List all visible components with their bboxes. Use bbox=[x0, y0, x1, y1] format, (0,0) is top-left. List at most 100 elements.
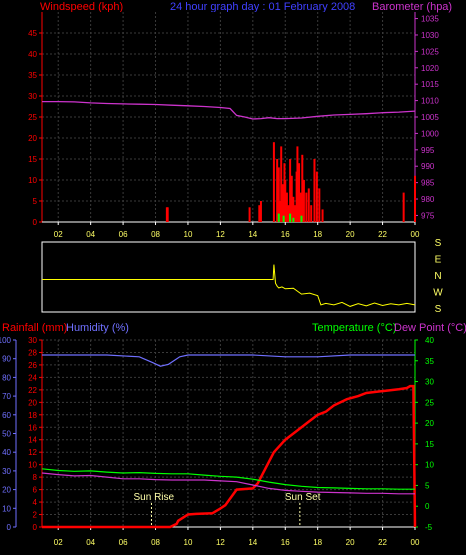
wind-bar bbox=[248, 207, 251, 222]
windspeed-tick-label: 45 bbox=[28, 29, 37, 38]
barometer-tick-label: 975 bbox=[421, 211, 435, 220]
rainfall-tick-label: 30 bbox=[28, 336, 37, 345]
wind-bar bbox=[282, 215, 285, 222]
wind-bar bbox=[307, 188, 310, 222]
barometer-tick-label: 1005 bbox=[421, 113, 439, 122]
wind-bar bbox=[290, 175, 293, 222]
temperature-tick-label: 40 bbox=[425, 336, 434, 345]
direction-line bbox=[42, 264, 416, 307]
wind-bar bbox=[414, 175, 416, 222]
wind-bar bbox=[285, 192, 288, 222]
wind-bar bbox=[315, 171, 318, 222]
windspeed-tick-label: 30 bbox=[28, 92, 37, 101]
barometer-tick-label: 995 bbox=[421, 146, 435, 155]
x-tick-label: 06 bbox=[119, 230, 128, 239]
wind-bar bbox=[259, 201, 262, 222]
windspeed-tick-label: 35 bbox=[28, 71, 37, 80]
x-tick-label: 04 bbox=[86, 230, 95, 239]
barometer-tick-label: 1010 bbox=[421, 97, 439, 106]
humidity-tick-label: 50 bbox=[2, 430, 11, 439]
wind-bar bbox=[302, 180, 305, 222]
wind-bar bbox=[278, 201, 281, 222]
barometer-tick-label: 1000 bbox=[421, 129, 439, 138]
humidity-tick-label: 0 bbox=[7, 523, 12, 532]
humidity-tick-label: 40 bbox=[2, 448, 11, 457]
chart-title: 24 hour graph day : 01 February 2008 bbox=[170, 1, 355, 13]
wind-bar bbox=[166, 207, 169, 222]
x-tick-label: 16 bbox=[281, 230, 290, 239]
rainfall-tick-label: 14 bbox=[28, 436, 37, 445]
barometer-tick-label: 980 bbox=[421, 195, 435, 204]
windspeed-tick-label: 25 bbox=[28, 113, 37, 122]
x-tick-label: 04 bbox=[86, 538, 95, 547]
temperature-tick-label: 15 bbox=[425, 440, 434, 449]
windspeed-tick-label: 40 bbox=[28, 50, 37, 59]
windspeed-tick-label: 20 bbox=[28, 134, 37, 143]
barometer-tick-label: 1030 bbox=[421, 31, 439, 40]
wind-bar bbox=[298, 163, 301, 222]
wind-direction-panel bbox=[41, 241, 416, 313]
wind-bar bbox=[287, 205, 290, 222]
x-tick-label: 14 bbox=[248, 230, 257, 239]
series-line bbox=[41, 472, 415, 495]
barometer-tick-label: 985 bbox=[421, 179, 435, 188]
x-tick-label: 20 bbox=[346, 230, 355, 239]
rainfall-tick-label: 8 bbox=[33, 473, 38, 482]
x-tick-label: 16 bbox=[281, 538, 290, 547]
barometer-tick-label: 1035 bbox=[421, 15, 439, 24]
rainfall-tick-label: 2 bbox=[33, 511, 38, 520]
wind-bar bbox=[402, 192, 405, 222]
windspeed-tick-label: 15 bbox=[28, 155, 37, 164]
wind-bar bbox=[292, 217, 295, 222]
wind-bar bbox=[300, 215, 303, 222]
wind-barometer-panel: 0 5 10 15 20 25 30 35 40 45 975 980 985 990 995 1000 100… bbox=[28, 12, 439, 239]
x-tick-label: 02 bbox=[54, 538, 63, 547]
wind-bar bbox=[296, 146, 299, 222]
wind-bar bbox=[289, 159, 292, 222]
wind-bar bbox=[276, 159, 279, 222]
wind-bar bbox=[318, 188, 321, 222]
series-line bbox=[41, 468, 415, 490]
wind-bar bbox=[292, 196, 295, 222]
x-tick-label: 12 bbox=[216, 538, 225, 547]
wind-bar bbox=[313, 159, 316, 222]
direction-panel-frame bbox=[41, 241, 416, 313]
rainfall-tick-label: 12 bbox=[28, 448, 37, 457]
direction-label-s: S bbox=[435, 238, 442, 249]
humidity-axis-title: Humidity (%) bbox=[66, 322, 129, 334]
humidity-tick-label: 30 bbox=[2, 467, 11, 476]
wind-bar bbox=[289, 213, 292, 222]
temperature-axis-title: Temperature (°C) bbox=[312, 322, 396, 334]
wind-bar bbox=[310, 205, 313, 222]
barometer-axis-title: Barometer (hpa) bbox=[372, 1, 452, 13]
barometer-tick-label: 1020 bbox=[421, 64, 439, 73]
barometer-line bbox=[42, 100, 416, 120]
x-tick-label: 14 bbox=[248, 538, 257, 547]
rainfall-tick-label: 24 bbox=[28, 373, 37, 382]
x-tick-label: 22 bbox=[378, 538, 387, 547]
barometer-tick-label: 990 bbox=[421, 162, 435, 171]
rainfall-tick-label: 16 bbox=[28, 423, 37, 432]
wind-bar bbox=[272, 142, 275, 222]
wind-bar bbox=[301, 154, 304, 222]
temperature-tick-label: 30 bbox=[425, 378, 434, 387]
x-tick-label: 10 bbox=[184, 230, 193, 239]
barometer-tick-label: 1025 bbox=[421, 47, 439, 56]
sunset-label: Sun Set bbox=[285, 492, 321, 503]
windspeed-tick-label: 5 bbox=[33, 197, 38, 206]
wind-bar bbox=[321, 209, 324, 222]
humidity-tick-label: 60 bbox=[2, 411, 11, 420]
temperature-tick-label: 25 bbox=[425, 398, 434, 407]
windspeed-tick-label: 0 bbox=[33, 218, 38, 227]
x-tick-label: 06 bbox=[119, 538, 128, 547]
humidity-tick-label: 10 bbox=[2, 504, 11, 513]
wind-bar bbox=[277, 167, 280, 222]
direction-label-n: N bbox=[434, 271, 441, 282]
rainfall-tick-label: 28 bbox=[28, 348, 37, 357]
wind-bar bbox=[281, 184, 284, 222]
humidity-tick-label: 70 bbox=[2, 392, 11, 401]
rain-humidity-temp-panel: 0102030405060708090100024681012141618202… bbox=[0, 336, 434, 547]
series-line bbox=[42, 384, 417, 529]
